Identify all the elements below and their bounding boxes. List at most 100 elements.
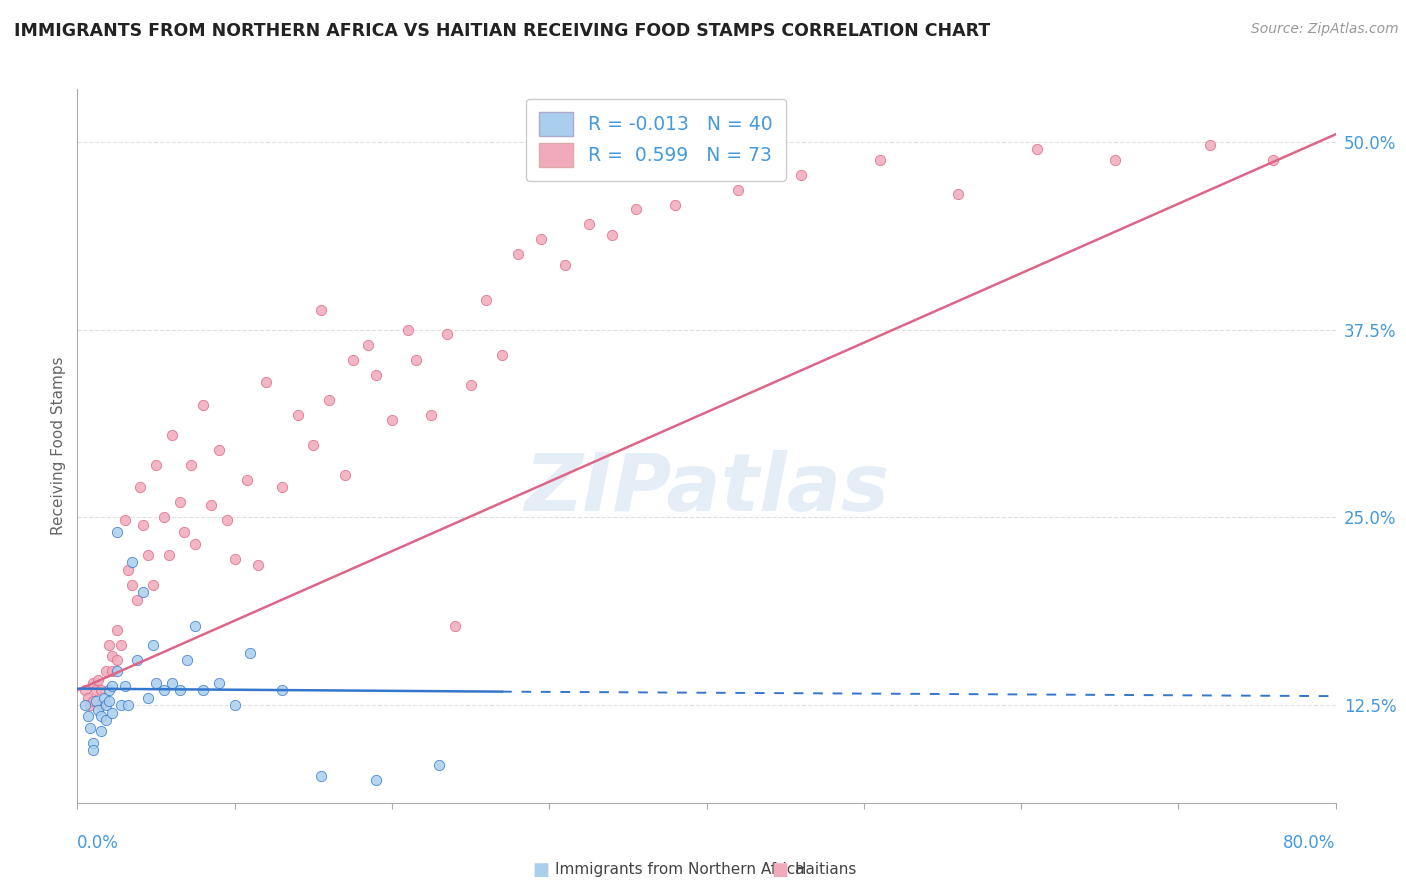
Point [444,618,467,632]
Point [869,153,891,167]
Point [142,578,165,592]
Point [82,675,104,690]
Point [136,548,159,562]
Point [121,578,143,592]
Point [136,690,159,705]
Point [90,723,112,738]
Point [129,480,152,494]
Point [153,510,176,524]
Point [79,721,101,735]
Point [366,368,388,382]
Text: IMMIGRANTS FROM NORTHERN AFRICA VS HAITIAN RECEIVING FOOD STAMPS CORRELATION CHA: IMMIGRANTS FROM NORTHERN AFRICA VS HAITI… [14,22,990,40]
Point [224,698,246,713]
Point [342,352,364,367]
Point [600,227,623,242]
Point [94,664,117,678]
Point [132,517,155,532]
Text: ■: ■ [772,861,789,879]
Point [114,513,136,527]
Point [110,638,132,652]
Point [160,675,183,690]
Point [200,499,222,513]
Point [90,708,112,723]
Point [247,558,270,573]
Point [84,683,107,698]
Point [302,438,325,452]
Point [132,585,155,599]
Point [254,375,277,389]
Point [948,187,970,202]
Point [82,736,104,750]
Point [127,653,149,667]
Point [101,679,124,693]
Point [105,623,128,637]
Text: ZIPatlas: ZIPatlas [524,450,889,528]
Point [208,442,231,457]
Point [270,480,292,494]
Point [624,202,647,217]
Point [97,638,120,652]
Point [333,468,356,483]
Point [142,638,165,652]
Point [97,693,120,707]
Text: Source: ZipAtlas.com: Source: ZipAtlas.com [1251,22,1399,37]
Point [75,698,97,713]
Point [215,513,238,527]
Point [110,698,132,713]
Point [173,525,195,540]
Point [554,258,576,272]
Point [270,683,292,698]
Point [94,713,117,727]
Point [84,693,107,707]
Point [105,653,128,667]
Point [87,703,110,717]
Point [117,563,139,577]
Point [287,408,309,422]
Text: Haitians: Haitians [794,863,856,877]
Legend: R = -0.013   N = 40, R =  0.599   N = 73: R = -0.013 N = 40, R = 0.599 N = 73 [526,99,786,180]
Point [727,183,749,197]
Point [309,303,332,318]
Text: 0.0%: 0.0% [77,834,120,852]
Y-axis label: Receiving Food Stamps: Receiving Food Stamps [51,357,66,535]
Point [381,413,404,427]
Point [160,427,183,442]
Point [87,673,110,687]
Point [1261,153,1284,167]
Point [145,675,167,690]
Point [184,537,207,551]
Point [191,683,215,698]
Point [82,693,104,707]
Point [169,495,191,509]
Point [79,698,101,713]
Point [77,690,100,705]
Point [208,675,231,690]
Point [578,218,600,232]
Point [191,398,215,412]
Point [153,683,176,698]
Point [117,698,139,713]
Point [491,348,513,362]
Point [530,232,553,246]
Point [114,679,136,693]
Point [475,293,498,307]
Point [1198,137,1220,152]
Point [176,653,198,667]
Point [436,327,458,342]
Point [1104,153,1126,167]
Point [145,458,167,472]
Point [90,698,112,713]
Point [427,758,450,772]
Point [236,473,259,487]
Point [309,769,332,783]
Point [157,548,180,562]
Point [405,352,427,367]
Point [93,690,115,705]
Point [318,393,340,408]
Point [506,247,529,261]
Point [101,648,124,663]
Point [82,743,104,757]
Point [169,683,191,698]
Text: 80.0%: 80.0% [1284,834,1336,852]
Point [105,525,128,540]
